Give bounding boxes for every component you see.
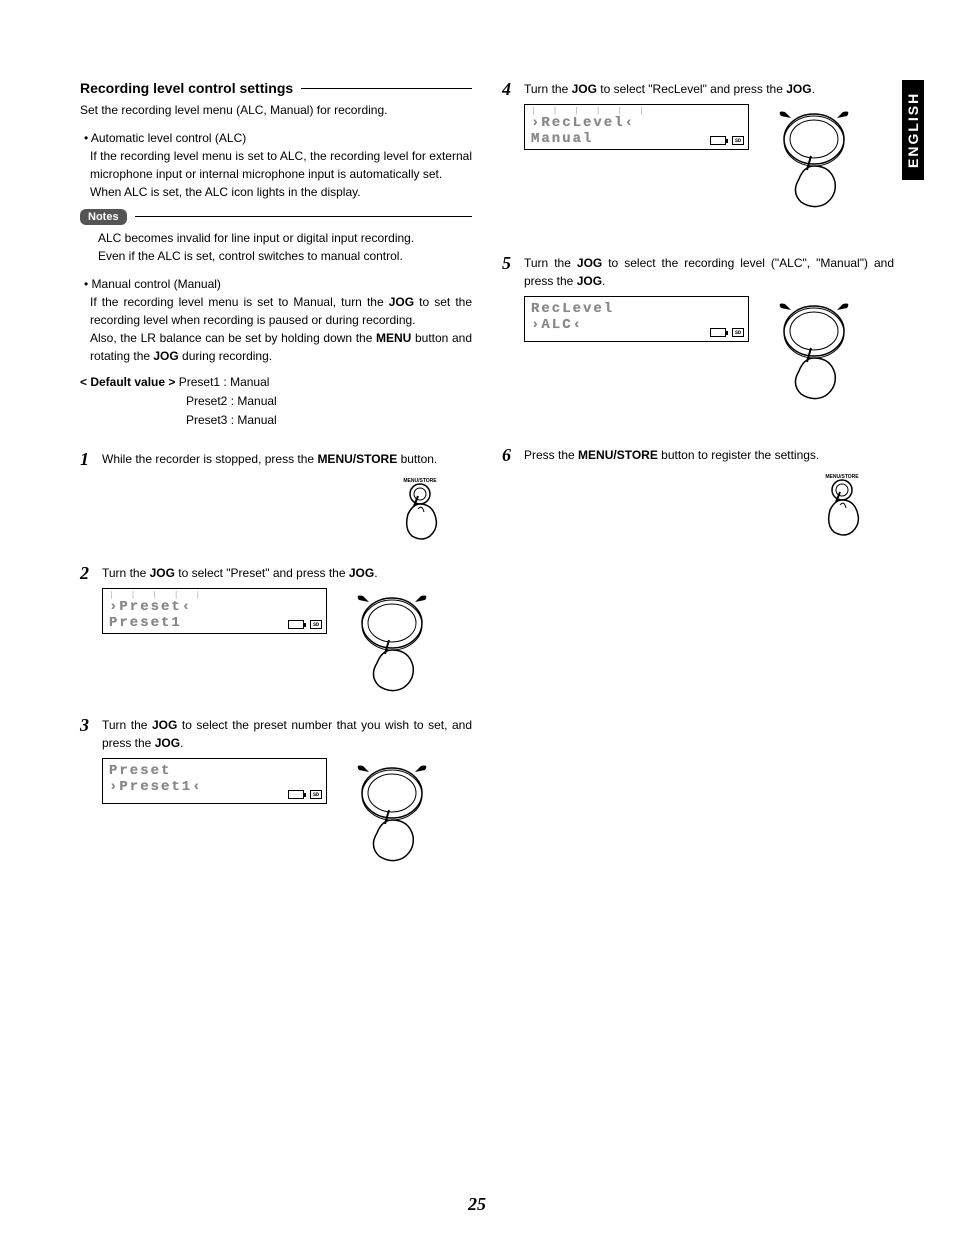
menu-store-press-icon: MENU/STORE <box>388 474 452 546</box>
defaults-p2: Preset2 : Manual <box>186 392 472 411</box>
notes-line2: Even if the ALC is set, control switches… <box>98 247 472 265</box>
jog-dial-icon <box>347 758 437 868</box>
step1-text: While the recorder is stopped, press the… <box>102 450 472 468</box>
page-number: 25 <box>0 1194 954 1215</box>
step2-lcd: | | | | | ›Preset‹ Preset1 SD <box>102 588 327 634</box>
jog-dial-icon <box>769 296 859 406</box>
svg-text:MENU/STORE: MENU/STORE <box>825 474 859 480</box>
alc-body: If the recording level menu is set to AL… <box>90 147 472 183</box>
step3-lcd: Preset ›Preset1‹ SD <box>102 758 327 804</box>
step4-number: 4 <box>502 80 516 98</box>
step2-number: 2 <box>80 564 94 582</box>
step6-number: 6 <box>502 446 516 464</box>
step5-lcd: RecLevel ›ALC‹ SD <box>524 296 749 342</box>
step5-text: Turn the JOG to select the recording lev… <box>524 254 894 290</box>
notes-badge: Notes <box>80 209 127 225</box>
notes-line1: ALC becomes invalid for line input or di… <box>98 229 472 247</box>
step5-number: 5 <box>502 254 516 272</box>
section-intro: Set the recording level menu (ALC, Manua… <box>80 102 472 119</box>
alc-body2: When ALC is set, the ALC icon lights in … <box>90 183 472 201</box>
step6-text: Press the MENU/STORE button to register … <box>524 446 894 464</box>
defaults-p1: Preset1 : Manual <box>179 373 270 392</box>
notes-rule <box>135 216 472 217</box>
language-tab: ENGLISH <box>902 80 924 180</box>
step4-text: Turn the JOG to select "RecLevel" and pr… <box>524 80 894 98</box>
svg-text:MENU/STORE: MENU/STORE <box>403 478 437 484</box>
defaults-label: < Default value > <box>80 375 175 389</box>
jog-dial-icon <box>347 588 437 698</box>
manual-body2: Also, the LR balance can be set by holdi… <box>90 329 472 365</box>
step4-lcd: | | | | | | ›RecLevel‹ Manual SD <box>524 104 749 150</box>
jog-dial-icon <box>769 104 859 214</box>
step1-number: 1 <box>80 450 94 468</box>
step3-text: Turn the JOG to select the preset number… <box>102 716 472 752</box>
alc-bullet: • Automatic level control (ALC) <box>84 129 472 147</box>
step3-number: 3 <box>80 716 94 734</box>
defaults-p3: Preset3 : Manual <box>186 411 472 430</box>
section-title: Recording level control settings <box>80 80 293 96</box>
manual-body: If the recording level menu is set to Ma… <box>90 293 472 329</box>
manual-bullet: • Manual control (Manual) <box>84 275 472 293</box>
section-rule <box>301 88 472 89</box>
menu-store-press-icon: MENU/STORE <box>810 470 874 542</box>
step2-text: Turn the JOG to select "Preset" and pres… <box>102 564 472 582</box>
